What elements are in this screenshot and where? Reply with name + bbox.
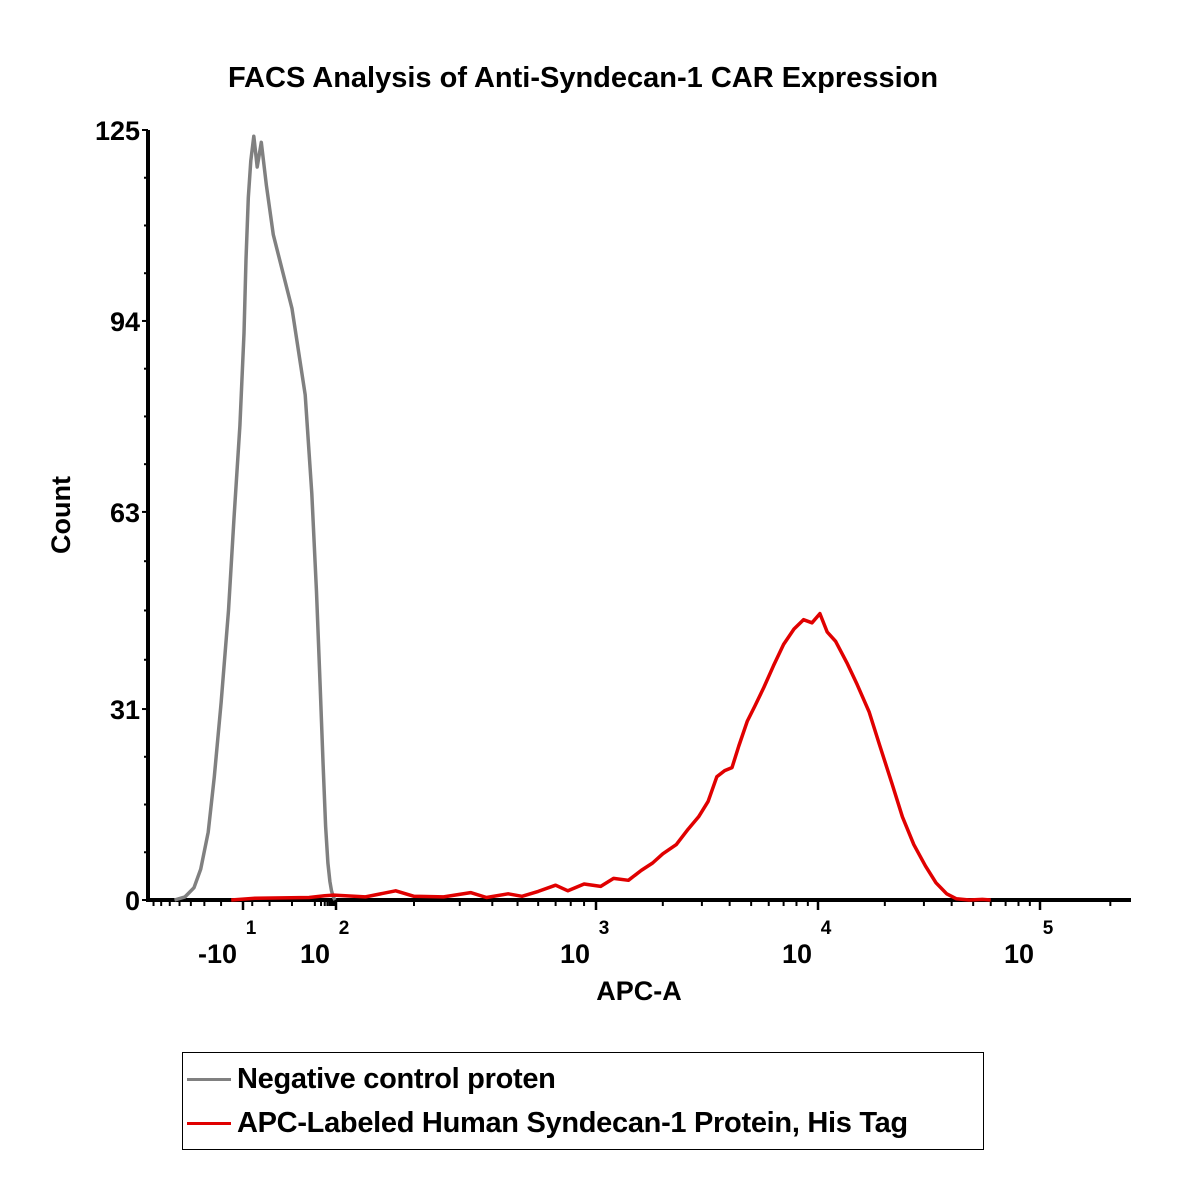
- legend: Negative control proten APC-Labeled Huma…: [182, 1052, 984, 1150]
- x-axis: -10 1 10 2 10 3 10 4 10 5: [146, 898, 1131, 969]
- y-axis: 0 31 63 94 125: [95, 116, 150, 916]
- legend-label: Negative control proten: [237, 1063, 556, 1095]
- x-tick-label-exponent: 1: [246, 918, 257, 939]
- x-tick-label-base: 10: [560, 939, 590, 969]
- y-tick-label: 0: [125, 886, 140, 916]
- y-tick-label: 63: [110, 498, 140, 528]
- x-tick-label-exponent: 2: [339, 918, 350, 939]
- x-tick-label-base: 10: [1004, 939, 1034, 969]
- y-tick-label: 125: [95, 116, 140, 146]
- series-layer: [174, 134, 991, 902]
- x-tick-label-base: 10: [782, 939, 812, 969]
- series-line-apc-syndecan: [231, 611, 991, 902]
- x-tick-label-exponent: 3: [599, 918, 610, 939]
- x-tick-label-exponent: 4: [821, 918, 832, 939]
- legend-swatch-gray: [187, 1078, 231, 1081]
- chart-title: FACS Analysis of Anti-Syndecan-1 CAR Exp…: [228, 62, 938, 94]
- x-tick-label-base: -10: [198, 939, 237, 969]
- y-tick-label: 31: [110, 695, 140, 725]
- y-tick-label: 94: [110, 307, 140, 337]
- legend-item-apc-syndecan: APC-Labeled Human Syndecan-1 Protein, Hi…: [187, 1107, 908, 1140]
- legend-item-negative-control: Negative control proten: [187, 1063, 556, 1096]
- legend-swatch-red: [187, 1122, 231, 1125]
- x-axis-label: APC-A: [596, 976, 682, 1006]
- x-tick-label-exponent: 5: [1043, 918, 1054, 939]
- legend-label: APC-Labeled Human Syndecan-1 Protein, Hi…: [237, 1107, 908, 1139]
- x-tick-label-base: 10: [300, 939, 330, 969]
- y-axis-label: Count: [46, 476, 76, 554]
- series-line-negative-control: [174, 134, 337, 902]
